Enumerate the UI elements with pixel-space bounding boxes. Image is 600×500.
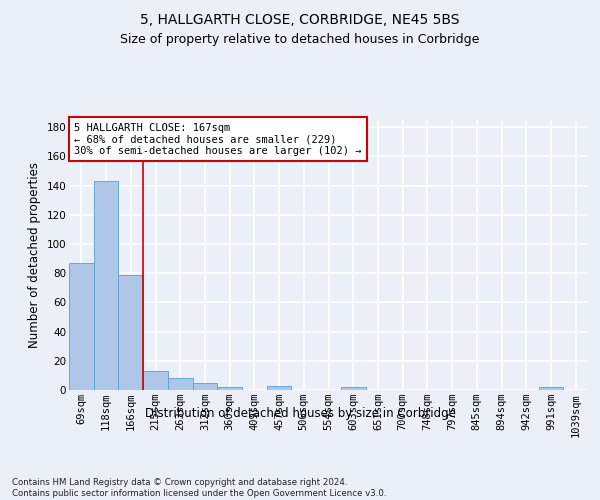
Bar xyxy=(143,371,168,390)
Bar xyxy=(94,182,118,390)
Y-axis label: Number of detached properties: Number of detached properties xyxy=(28,162,41,348)
Text: Size of property relative to detached houses in Corbridge: Size of property relative to detached ho… xyxy=(121,32,479,46)
Text: Distribution of detached houses by size in Corbridge: Distribution of detached houses by size … xyxy=(145,408,455,420)
Text: Contains HM Land Registry data © Crown copyright and database right 2024.
Contai: Contains HM Land Registry data © Crown c… xyxy=(12,478,386,498)
Text: 5, HALLGARTH CLOSE, CORBRIDGE, NE45 5BS: 5, HALLGARTH CLOSE, CORBRIDGE, NE45 5BS xyxy=(140,12,460,26)
Bar xyxy=(267,386,292,390)
Bar xyxy=(341,387,365,390)
Bar xyxy=(168,378,193,390)
Bar xyxy=(217,387,242,390)
Bar xyxy=(118,274,143,390)
Bar xyxy=(539,387,563,390)
Text: 5 HALLGARTH CLOSE: 167sqm
← 68% of detached houses are smaller (229)
30% of semi: 5 HALLGARTH CLOSE: 167sqm ← 68% of detac… xyxy=(74,122,362,156)
Bar xyxy=(69,263,94,390)
Bar xyxy=(193,382,217,390)
